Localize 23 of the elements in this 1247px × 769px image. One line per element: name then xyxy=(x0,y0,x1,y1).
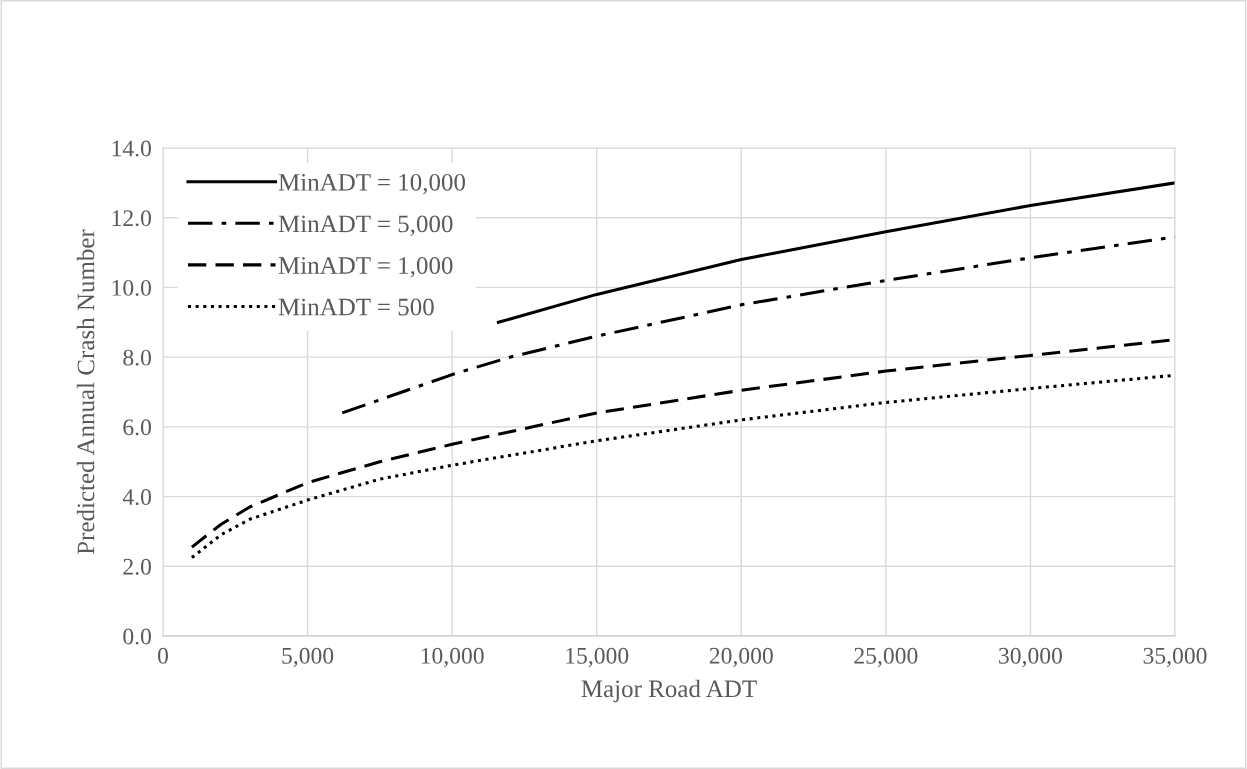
legend-label: MinADT = 1,000 xyxy=(278,257,453,278)
legend-label: MinADT = 5,000 xyxy=(278,215,453,236)
legend-label: MinADT = 500 xyxy=(278,298,434,316)
y-tick-label: 10.0 xyxy=(112,279,151,296)
legend-label: MinADT = 10,000 xyxy=(278,173,466,195)
x-tick-label: 10,000 xyxy=(421,647,484,668)
x-tick-label: 0 xyxy=(158,647,168,664)
x-tick-label: 15,000 xyxy=(566,647,629,668)
y-tick-label: 14.0 xyxy=(112,140,151,157)
x-tick-label: 25,000 xyxy=(854,647,918,668)
y-tick-label: 8.0 xyxy=(123,349,151,366)
y-axis-title: Predicted Annual Crash Number xyxy=(76,229,95,555)
line-series xyxy=(496,181,1175,324)
y-tick-label: 12.0 xyxy=(112,210,151,227)
y-tick-label: 4.0 xyxy=(122,489,151,506)
x-tick-label: 30,000 xyxy=(999,647,1062,668)
y-tick-label: 2.0 xyxy=(123,558,151,575)
y-tick-label: 6.0 xyxy=(123,419,151,436)
y-tick-label: 0.0 xyxy=(123,628,151,645)
x-axis-title: Major Road ADT xyxy=(581,679,757,703)
x-tick-label: 20,000 xyxy=(709,647,773,668)
x-tick-label: 35,000 xyxy=(1143,647,1207,668)
x-tick-label: 5,000 xyxy=(282,647,334,668)
